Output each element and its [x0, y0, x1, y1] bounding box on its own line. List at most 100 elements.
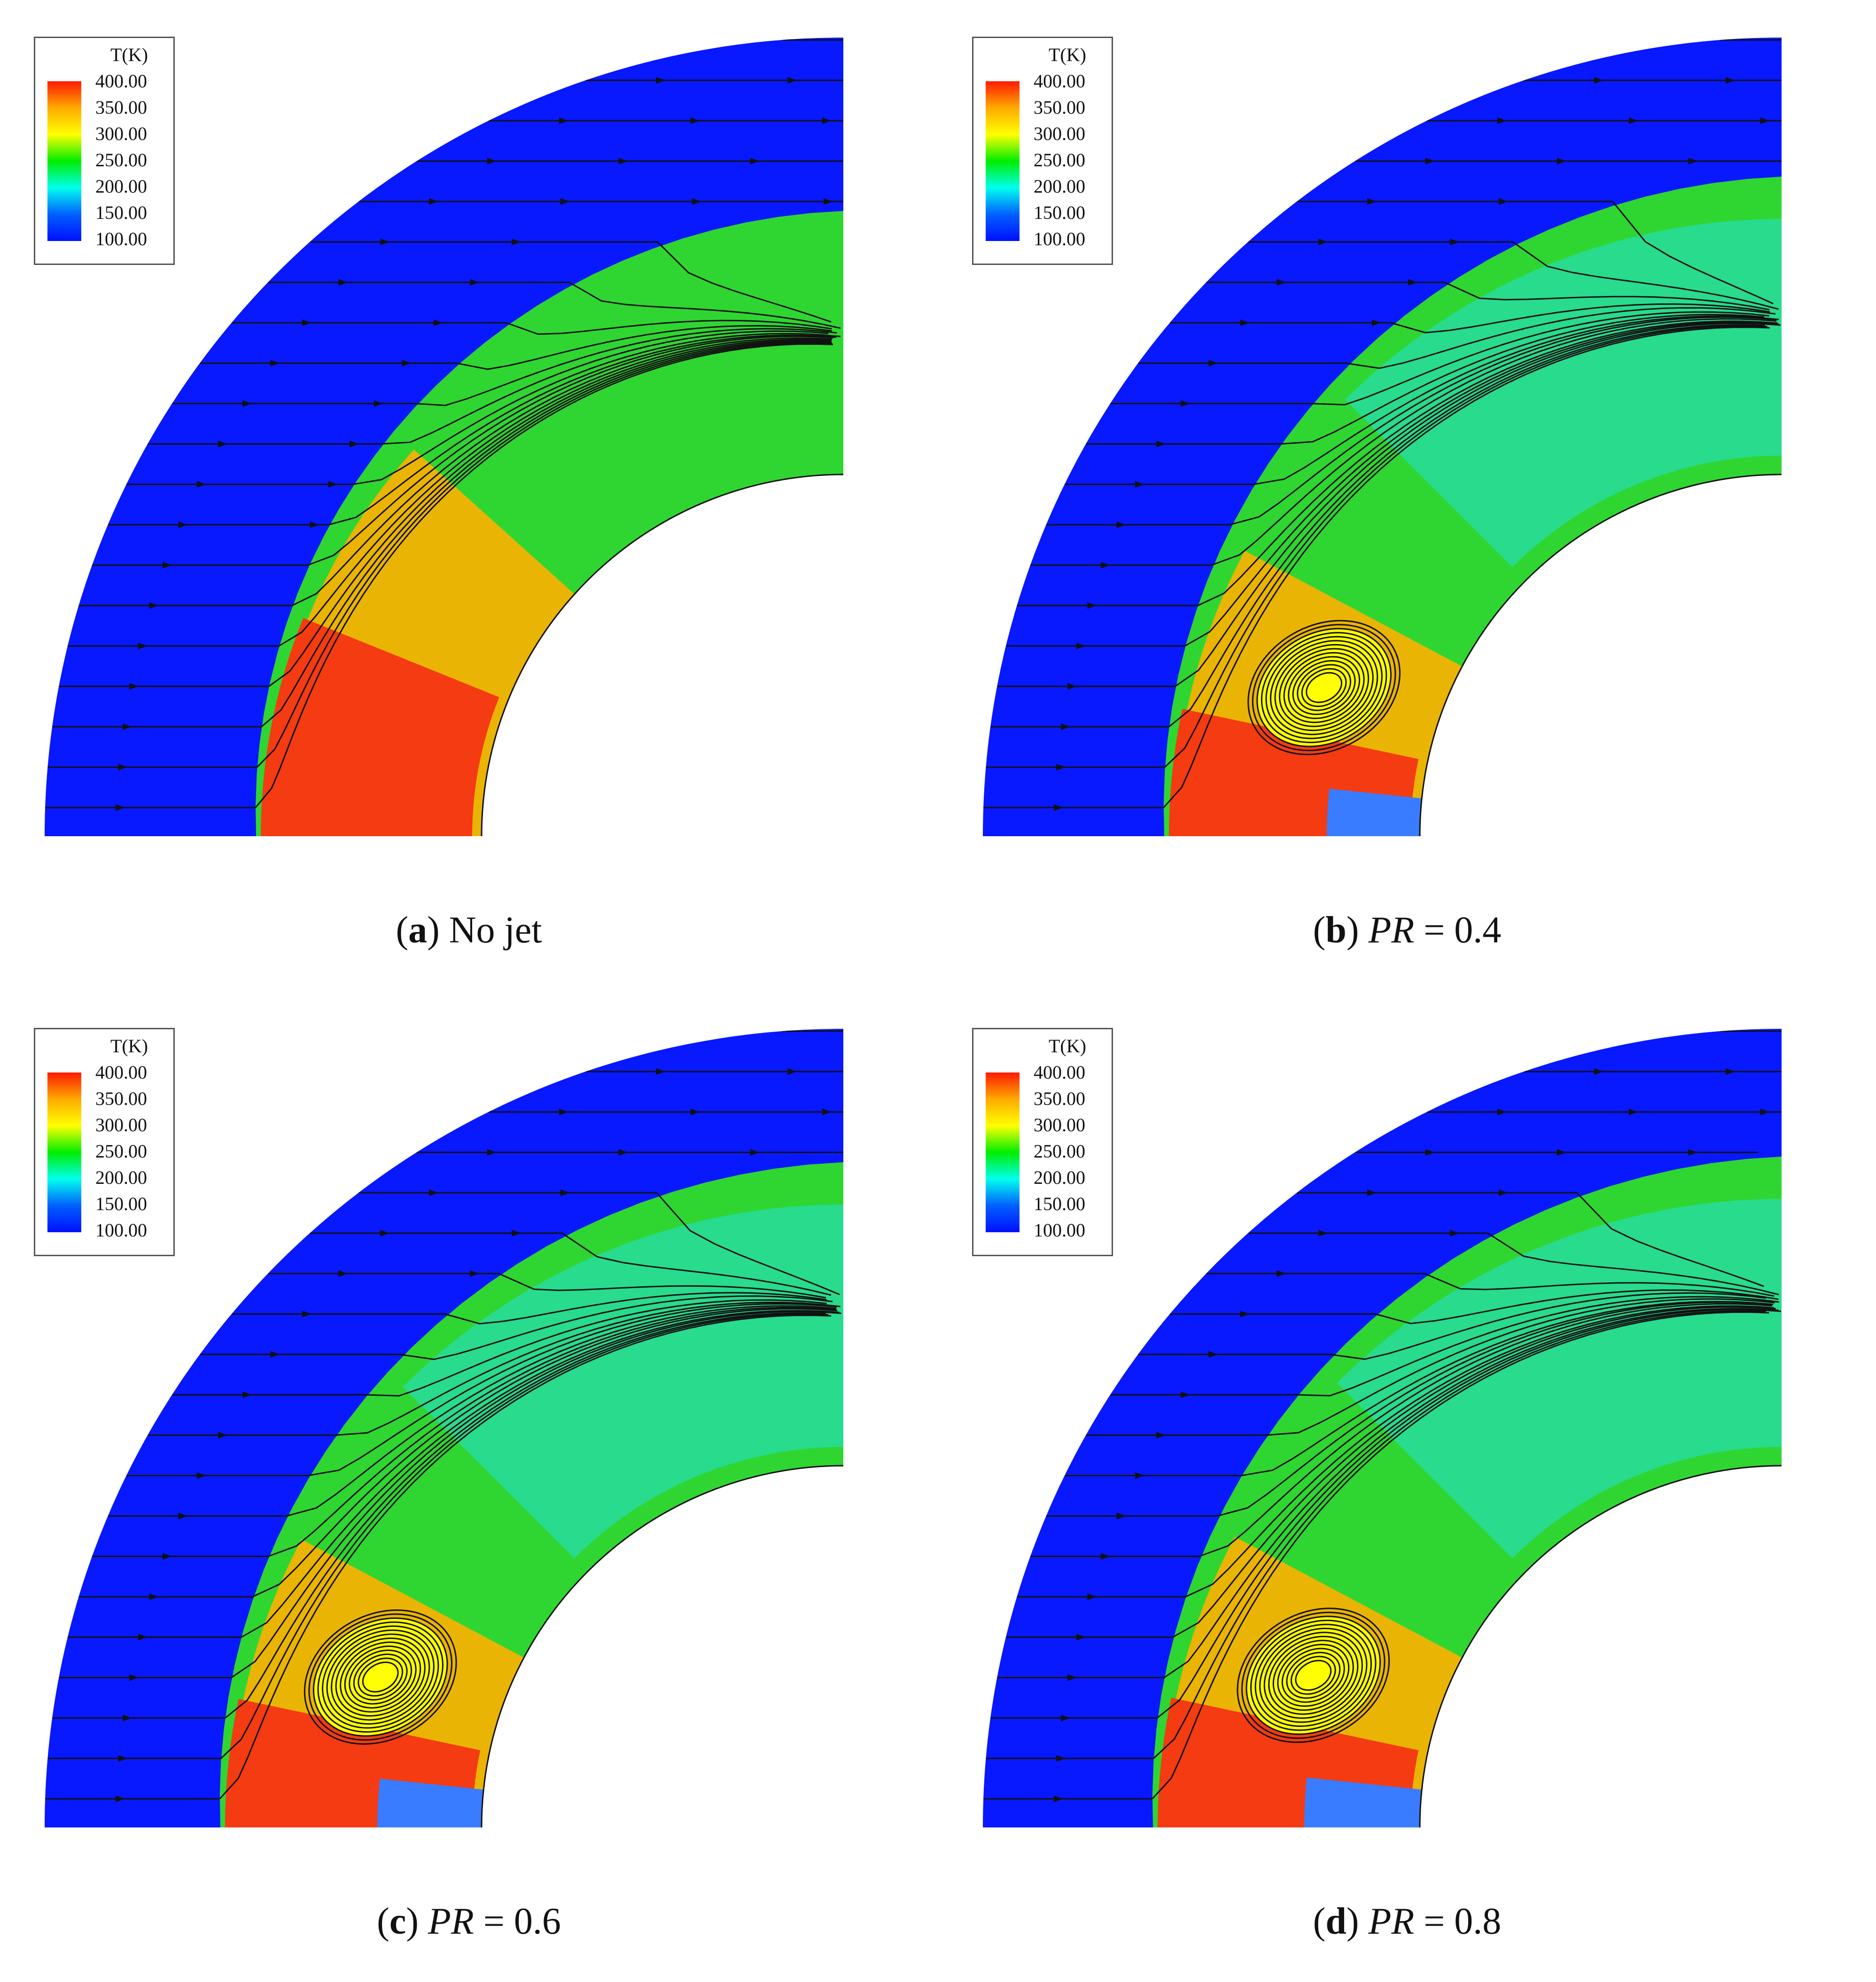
temperature-legend: T(K) 400.00 350.00 300.00 250.00 200.00 150.0… [34, 37, 175, 265]
legend-tick-label: 350.00 [95, 97, 147, 118]
temperature-legend: T(K) 400.00 350.00 300.00 250.00 200.00 150.0… [34, 1028, 175, 1256]
body-surface [481, 474, 844, 837]
vortex-streamline [1247, 620, 1401, 755]
streamline-arrow [1240, 319, 1250, 326]
streamline [1164, 1308, 1779, 1679]
streamline [1172, 1306, 1776, 1638]
streamline-arrow [822, 117, 832, 124]
streamline [1152, 1311, 1769, 1800]
streamline-arrow [1367, 1189, 1377, 1196]
vortex-streamline [1252, 624, 1396, 751]
streamline-arrow [162, 562, 172, 568]
temperature-field [983, 1029, 1782, 1828]
streamline-arrow [1371, 319, 1381, 326]
streamline [1157, 1309, 1782, 1719]
legend-tick-label: 250.00 [95, 149, 147, 171]
streamline-arrow [328, 481, 338, 488]
legend-color-bar [47, 1073, 81, 1232]
jet-plume [1327, 788, 1425, 836]
vortex-streamline [358, 1657, 404, 1697]
streamline [380, 330, 829, 445]
vortex-streamline [344, 1645, 417, 1709]
streamline-arrow [1425, 158, 1435, 164]
streamline [1229, 316, 1777, 526]
body-surface [1419, 474, 1782, 837]
caption-letter: b [1325, 909, 1347, 951]
streamline-arrow [338, 1270, 348, 1277]
streamline [1576, 1192, 1764, 1287]
vortex-streamline [1279, 648, 1370, 727]
streamline-arrow [487, 1149, 497, 1156]
streamline-arrow [129, 1674, 139, 1681]
streamline [1512, 241, 1779, 310]
vortex-streamline [353, 1653, 408, 1701]
vortex-streamline [1250, 1619, 1377, 1731]
streamline [252, 1308, 838, 1598]
panel-a: T(K) 400.00 350.00 300.00 250.00 200.00 150.0… [0, 0, 938, 991]
streamline-arrow [1318, 1230, 1328, 1236]
panel-b: T(K) 400.00 350.00 300.00 250.00 200.00 150.0… [938, 0, 1876, 991]
streamline-arrow [380, 239, 390, 245]
streamline-arrow [560, 198, 570, 205]
body-surface [481, 1465, 844, 1828]
legend-title: T(K) [1049, 1035, 1086, 1057]
streamline-arrow [1056, 1755, 1066, 1762]
jet-plume [1304, 1777, 1425, 1827]
streamline-arrow [1054, 1795, 1064, 1802]
streamline-arrow [196, 481, 206, 488]
streamline [1175, 322, 1781, 687]
streamline [1199, 1303, 1772, 1557]
streamline-arrow [162, 1553, 172, 1560]
streamline [399, 1295, 833, 1360]
vortex-streamline [362, 1661, 399, 1693]
vortex-streamline [308, 1613, 453, 1741]
streamline [255, 343, 833, 808]
legend-tick-label: 400.00 [1034, 1062, 1085, 1083]
streamline [307, 335, 833, 566]
streamline [498, 1273, 826, 1298]
streamline-arrow [1499, 198, 1509, 205]
streamline-arrow [750, 1149, 760, 1156]
streamline-arrow [1760, 1109, 1770, 1115]
vortex-streamline [335, 1637, 426, 1717]
streamline-arrow [692, 198, 702, 205]
caption-pr-value: = 0.8 [1414, 1901, 1502, 1942]
vortex-streamline [1241, 1611, 1386, 1739]
streamline-arrow [1408, 279, 1418, 286]
caption-pr-symbol: PR [1368, 909, 1415, 951]
streamline-arrow [118, 1755, 128, 1762]
vortex-streamline [1261, 632, 1387, 743]
streamline [1185, 1305, 1774, 1598]
streamlines [45, 1030, 843, 1802]
legend-tick-label: 200.00 [95, 1167, 147, 1188]
streamline-arrow [433, 319, 443, 326]
streamline-arrow [1594, 1068, 1604, 1075]
legend-tick-label: 200.00 [1034, 1167, 1085, 1188]
streamline [1375, 1289, 1779, 1324]
streamline [279, 339, 832, 647]
legend-tick-label: 250.00 [95, 1141, 147, 1162]
streamline [1487, 1232, 1779, 1296]
legend-tick-label: 150.00 [95, 202, 147, 223]
streamline-arrow [1061, 723, 1071, 730]
streamline [1163, 326, 1770, 808]
panel-caption: (a) No jet [396, 909, 542, 951]
streamline [1424, 1273, 1775, 1297]
streamline-arrow [123, 1715, 132, 1721]
streamline [506, 319, 832, 335]
streamline-arrow [374, 400, 384, 407]
legend-title: T(K) [110, 44, 148, 65]
streamline-arrow [310, 521, 319, 528]
streamline-arrow [178, 1513, 188, 1519]
body-surface [1419, 1465, 1782, 1828]
streamlines [983, 1030, 1782, 1802]
temperature-field [45, 1029, 844, 1828]
streamline-arrow [1367, 198, 1377, 205]
legend-tick-label: 150.00 [1034, 1193, 1085, 1214]
streamline-arrow [1076, 1634, 1086, 1640]
streamline [656, 1192, 840, 1296]
vortex-streamline [312, 1617, 448, 1737]
caption-pr-value: = 0.6 [474, 1901, 561, 1942]
streamline [657, 241, 832, 323]
vortex-streamline [1263, 1632, 1363, 1719]
